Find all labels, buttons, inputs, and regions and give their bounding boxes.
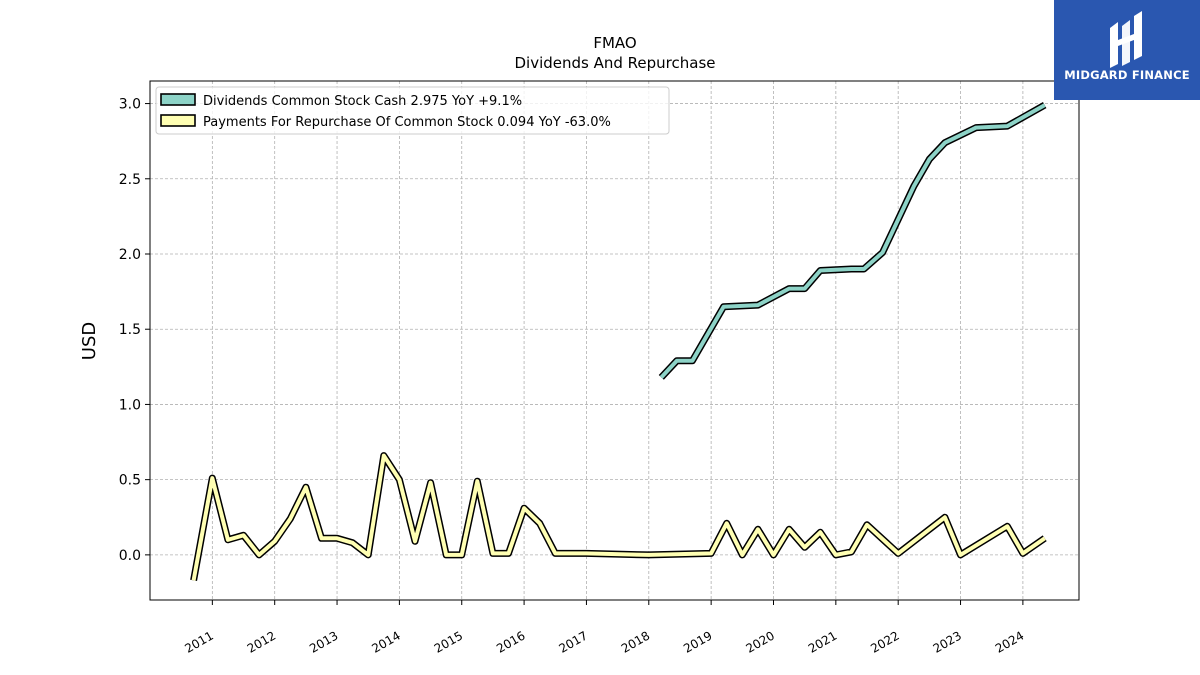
- x-tick-label: 2020: [744, 628, 777, 655]
- brand-logo: MIDGARD FINANCE: [1054, 0, 1200, 100]
- y-tick-label: 0.5: [119, 473, 141, 489]
- x-tick-label: 2022: [868, 628, 901, 655]
- x-tick-label: 2014: [369, 628, 402, 655]
- series-0: [658, 102, 1047, 380]
- y-tick-label: 2.5: [119, 172, 141, 188]
- series-line-outline: [190, 452, 1047, 582]
- series-line-outline: [658, 102, 1047, 380]
- legend-frame: [155, 86, 670, 135]
- legend-swatch-repurchase: [160, 114, 196, 127]
- x-axis: 2011 2012 2013 2014 2015 2016 2017 2018 2019 2020…: [182, 600, 1026, 656]
- x-tick-label: 2013: [307, 628, 340, 655]
- y-tick-label: 0.0: [119, 548, 141, 564]
- series-line: [659, 103, 1046, 379]
- grid: [150, 81, 1079, 600]
- x-tick-label: 2018: [619, 628, 652, 655]
- y-axis: 0.0 0.5 1.0 1.5 2.0 2.5 3.0: [119, 97, 150, 564]
- midgard-logo-icon: [1110, 11, 1142, 68]
- chart-subtitle: Dividends And Repurchase: [514, 54, 715, 72]
- x-tick-label: 2024: [993, 628, 1026, 655]
- legend-label-repurchase: Payments For Repurchase Of Common Stock …: [203, 115, 611, 130]
- y-tick-label: 3.0: [119, 97, 141, 113]
- y-axis-label: USD: [79, 322, 100, 360]
- legend-item-dividends: Dividends Common Stock Cash 2.975 YoY +9…: [160, 93, 522, 109]
- x-tick-label: 2011: [182, 628, 215, 655]
- x-tick-label: 2015: [432, 628, 465, 655]
- x-tick-label: 2019: [681, 628, 714, 655]
- chart-title: FMAO: [593, 34, 636, 52]
- x-tick-label: 2021: [806, 628, 839, 655]
- legend: Dividends Common Stock Cash 2.975 YoY +9…: [155, 86, 670, 135]
- y-tick-label: 1.0: [119, 397, 141, 413]
- legend-item-repurchase: Payments For Repurchase Of Common Stock …: [160, 114, 611, 130]
- x-tick-label: 2017: [556, 628, 589, 655]
- legend-label-dividends: Dividends Common Stock Cash 2.975 YoY +9…: [203, 94, 522, 109]
- series-1: [190, 452, 1047, 582]
- series-layer: [190, 102, 1047, 582]
- x-tick-label: 2023: [931, 628, 964, 655]
- y-tick-label: 2.0: [119, 247, 141, 263]
- brand-name: MIDGARD FINANCE: [1064, 68, 1190, 82]
- x-tick-label: 2012: [245, 628, 278, 655]
- legend-swatch-dividends: [160, 93, 196, 106]
- y-tick-label: 1.5: [119, 322, 141, 338]
- plot-frame: [149, 80, 1080, 601]
- series-line: [191, 453, 1046, 581]
- x-tick-label: 2016: [494, 628, 527, 655]
